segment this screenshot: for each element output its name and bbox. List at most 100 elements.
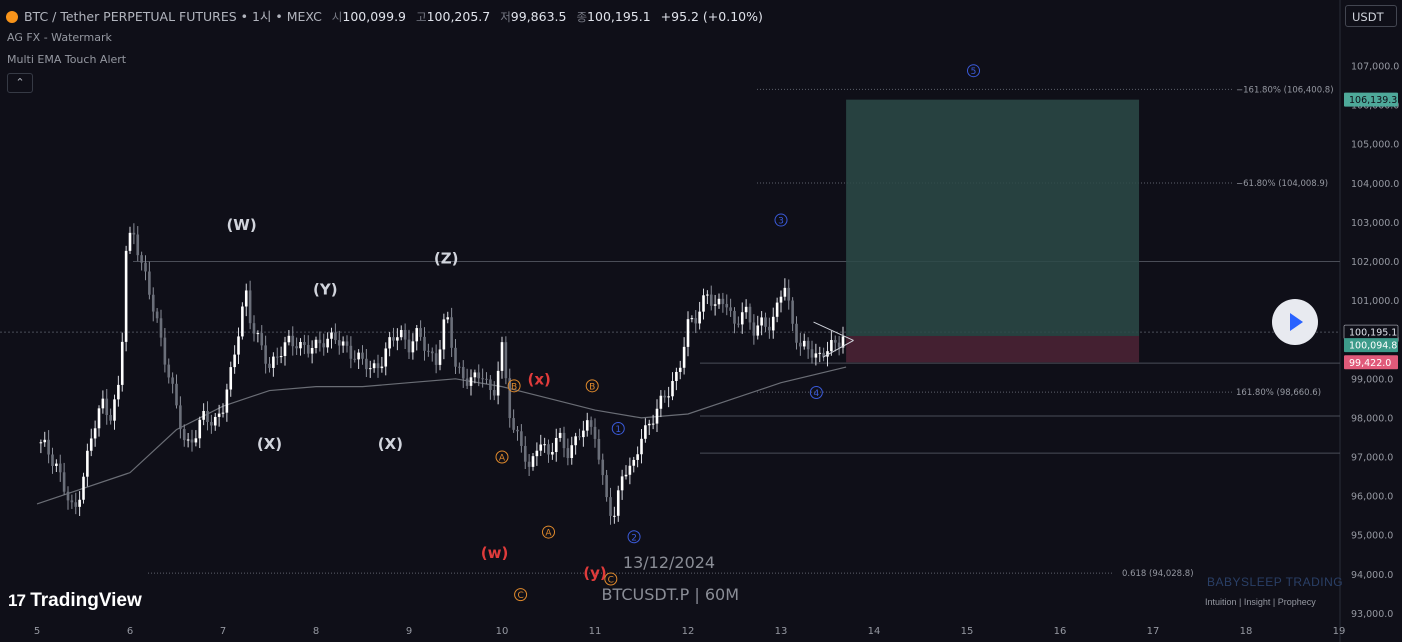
candle-body <box>481 378 484 380</box>
candle-body <box>411 341 415 353</box>
candle-body <box>241 306 244 337</box>
wave-label: (Z) <box>434 249 459 267</box>
candle-body <box>775 302 779 317</box>
candle-body <box>733 310 736 324</box>
candle-body <box>740 312 744 325</box>
time-axis-label: 13 <box>775 626 788 637</box>
candle-body <box>221 412 225 414</box>
candle-body <box>51 454 54 466</box>
close-value: 100,195.1 <box>587 9 651 24</box>
time-axis-label: 16 <box>1054 626 1067 637</box>
candle-body <box>368 368 372 370</box>
candle-body <box>585 420 589 431</box>
candle-body <box>725 303 729 308</box>
wave-label-circle <box>967 64 981 78</box>
time-axis-label: 11 <box>589 626 602 637</box>
replay-play-button[interactable] <box>1272 299 1318 345</box>
wave-label: 3 <box>778 217 784 227</box>
wave-label: C <box>517 591 523 601</box>
candle-body <box>151 294 155 312</box>
candle-body <box>310 348 314 354</box>
candle-body <box>388 337 391 349</box>
play-icon <box>1290 313 1303 331</box>
candle-body <box>66 491 70 501</box>
time-axis-label: 5 <box>34 626 40 637</box>
candle-body <box>760 317 763 326</box>
candle-body <box>268 363 271 368</box>
price-axis-label: 95,000.0 <box>1351 531 1393 542</box>
wave-label: B <box>511 382 517 392</box>
low-value: 99,863.5 <box>510 9 567 24</box>
candle-body <box>799 342 802 347</box>
tradingview-mark-icon: 17 <box>8 591 26 610</box>
candle-body <box>744 306 748 313</box>
candle-body <box>582 430 585 438</box>
candle-body <box>810 349 814 358</box>
wave-label: 2 <box>631 533 637 543</box>
candle-body <box>372 363 376 369</box>
wave-label-circle <box>809 385 823 399</box>
candle-body <box>353 358 357 360</box>
candle-body <box>117 384 120 400</box>
candle-body <box>489 379 492 391</box>
time-axis-label: 18 <box>1240 626 1253 637</box>
wave-label: 5 <box>971 67 977 77</box>
currency-button[interactable]: USDT <box>1345 5 1397 27</box>
candle-body <box>190 439 194 443</box>
candle-body <box>279 356 283 358</box>
candle-body <box>58 463 62 473</box>
price-axis-label: 94,000.0 <box>1351 570 1393 581</box>
candle-body <box>671 381 674 397</box>
candle-body <box>318 339 322 344</box>
candle-body <box>756 325 760 336</box>
candle-body <box>256 333 260 335</box>
candle-body <box>531 456 535 467</box>
candle-body <box>818 352 822 354</box>
candle-body <box>682 346 686 368</box>
candle-body <box>496 370 500 396</box>
time-axis-label: 8 <box>313 626 319 637</box>
candle-body <box>132 232 136 235</box>
chevron-up-icon: ⌃ <box>15 76 25 89</box>
candle-body <box>144 262 147 272</box>
candle-body <box>620 476 624 491</box>
collapse-indicators-button[interactable]: ⌃ <box>7 73 33 93</box>
candle-body <box>589 420 593 427</box>
fib-level-label: 0.618 (94,028.8) <box>1122 569 1194 579</box>
candle-body <box>159 318 163 338</box>
wave-label: 1 <box>615 425 621 435</box>
indicator-watermark[interactable]: AG FX - Watermark <box>7 31 112 44</box>
candle-body <box>283 342 287 357</box>
tradingview-logo[interactable]: 17 TradingView <box>8 590 142 612</box>
candle-body <box>802 340 806 347</box>
candle-body <box>244 290 248 307</box>
candle-body <box>554 437 558 453</box>
candle-body <box>473 372 477 378</box>
candle-body <box>248 290 252 324</box>
candle-body <box>613 515 616 517</box>
candle-body <box>361 352 364 359</box>
low-label: 저 <box>500 10 511 24</box>
wave-label: (W) <box>226 216 256 234</box>
wave-label: 4 <box>813 389 819 399</box>
candle-body <box>337 340 341 346</box>
candle-body <box>737 323 740 325</box>
price-axis-label: 101,000.0 <box>1351 296 1399 307</box>
candle-body <box>47 439 50 455</box>
symbol-title[interactable]: BTC / Tether PERPETUAL FUTURES • 1시 • ME… <box>23 9 322 24</box>
candle-body <box>593 426 597 439</box>
open-value: 100,099.9 <box>342 9 407 24</box>
candle-body <box>558 432 562 438</box>
candle-body <box>748 306 752 323</box>
candle-body <box>628 465 632 475</box>
candle-body <box>163 337 167 365</box>
candle-body <box>330 332 333 339</box>
candle-body <box>93 428 97 439</box>
wave-label-circle <box>495 450 509 464</box>
candle-body <box>213 416 217 426</box>
candle-body <box>167 364 171 378</box>
candle-body <box>624 474 628 477</box>
indicator-ema-alert[interactable]: Multi EMA Touch Alert <box>7 53 127 66</box>
